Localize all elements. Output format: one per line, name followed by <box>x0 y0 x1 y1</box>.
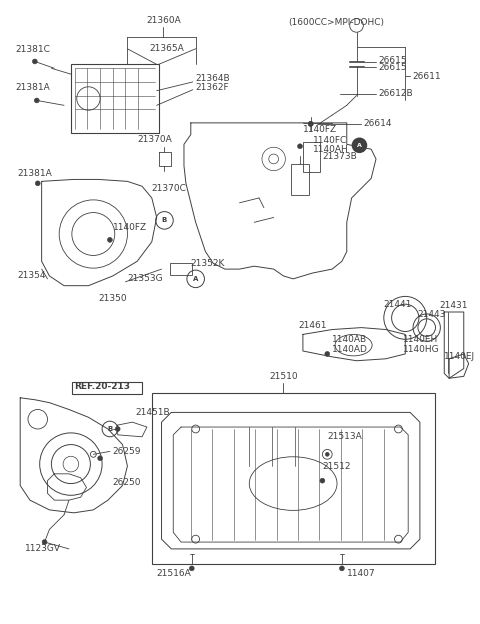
Bar <box>72 382 142 394</box>
Text: 21510: 21510 <box>269 372 298 381</box>
Circle shape <box>42 540 47 545</box>
Text: 26611: 26611 <box>412 72 441 80</box>
Bar <box>291 164 309 195</box>
Text: 21370A: 21370A <box>137 135 172 144</box>
Circle shape <box>189 566 194 571</box>
Text: 1140FZ: 1140FZ <box>113 223 147 232</box>
Text: 26250: 26250 <box>113 478 141 487</box>
Text: 1140HG: 1140HG <box>403 344 440 354</box>
Text: 21441: 21441 <box>384 300 412 309</box>
Text: 21431: 21431 <box>439 301 468 310</box>
Circle shape <box>325 452 329 456</box>
Text: 21381A: 21381A <box>15 83 50 92</box>
Text: 21461: 21461 <box>298 321 326 330</box>
Bar <box>152 393 434 563</box>
Text: 21352K: 21352K <box>191 259 225 268</box>
Text: 1123GV: 1123GV <box>25 544 61 553</box>
Circle shape <box>298 144 302 149</box>
Circle shape <box>352 137 367 153</box>
Circle shape <box>339 566 344 571</box>
Text: REF.20-213: REF.20-213 <box>74 382 130 391</box>
Text: 1140FC: 1140FC <box>312 136 347 145</box>
Text: B: B <box>107 426 112 432</box>
Circle shape <box>36 181 40 186</box>
Text: 11407: 11407 <box>347 568 375 578</box>
Text: 21451B: 21451B <box>135 408 170 417</box>
Text: 1140EH: 1140EH <box>403 335 439 344</box>
Bar <box>71 64 158 133</box>
Text: 21360A: 21360A <box>146 16 181 25</box>
Text: 26259: 26259 <box>113 447 141 456</box>
Text: A: A <box>357 143 362 148</box>
Text: 1140AB: 1140AB <box>332 335 367 344</box>
Text: 21373B: 21373B <box>323 152 357 160</box>
Text: 1140AH: 1140AH <box>312 145 348 154</box>
Text: (1600CC>MPI-DOHC): (1600CC>MPI-DOHC) <box>288 18 384 27</box>
Text: 21381C: 21381C <box>15 46 50 54</box>
Text: 1140FZ: 1140FZ <box>303 125 337 134</box>
Text: 1140EJ: 1140EJ <box>444 353 475 361</box>
Text: 21516A: 21516A <box>156 568 192 578</box>
Text: 21365A: 21365A <box>149 44 184 53</box>
Circle shape <box>32 59 37 64</box>
Text: 21354: 21354 <box>17 271 46 280</box>
Text: 21443: 21443 <box>417 310 445 319</box>
Bar <box>170 263 192 275</box>
Text: 21364B: 21364B <box>196 74 230 82</box>
Text: A: A <box>193 276 198 282</box>
Text: 21362F: 21362F <box>196 83 229 92</box>
Text: 21381A: 21381A <box>17 169 52 178</box>
Text: 1140AD: 1140AD <box>332 344 368 354</box>
Text: 26615: 26615 <box>378 63 407 72</box>
Circle shape <box>308 122 313 126</box>
Circle shape <box>98 456 103 461</box>
Text: 21512: 21512 <box>323 462 351 470</box>
Circle shape <box>325 351 330 356</box>
Circle shape <box>308 122 313 126</box>
Text: 26614: 26614 <box>363 119 392 129</box>
Text: B: B <box>162 217 167 223</box>
Bar <box>303 142 321 172</box>
Text: 21350: 21350 <box>98 294 127 303</box>
Text: 21370C: 21370C <box>152 183 187 193</box>
Text: 26612B: 26612B <box>378 89 413 98</box>
Circle shape <box>108 237 112 242</box>
Text: 21513A: 21513A <box>327 432 362 441</box>
Circle shape <box>115 427 120 431</box>
Circle shape <box>320 478 325 483</box>
Text: 26615: 26615 <box>378 56 407 65</box>
Circle shape <box>35 98 39 103</box>
Text: 21353G: 21353G <box>127 275 163 283</box>
